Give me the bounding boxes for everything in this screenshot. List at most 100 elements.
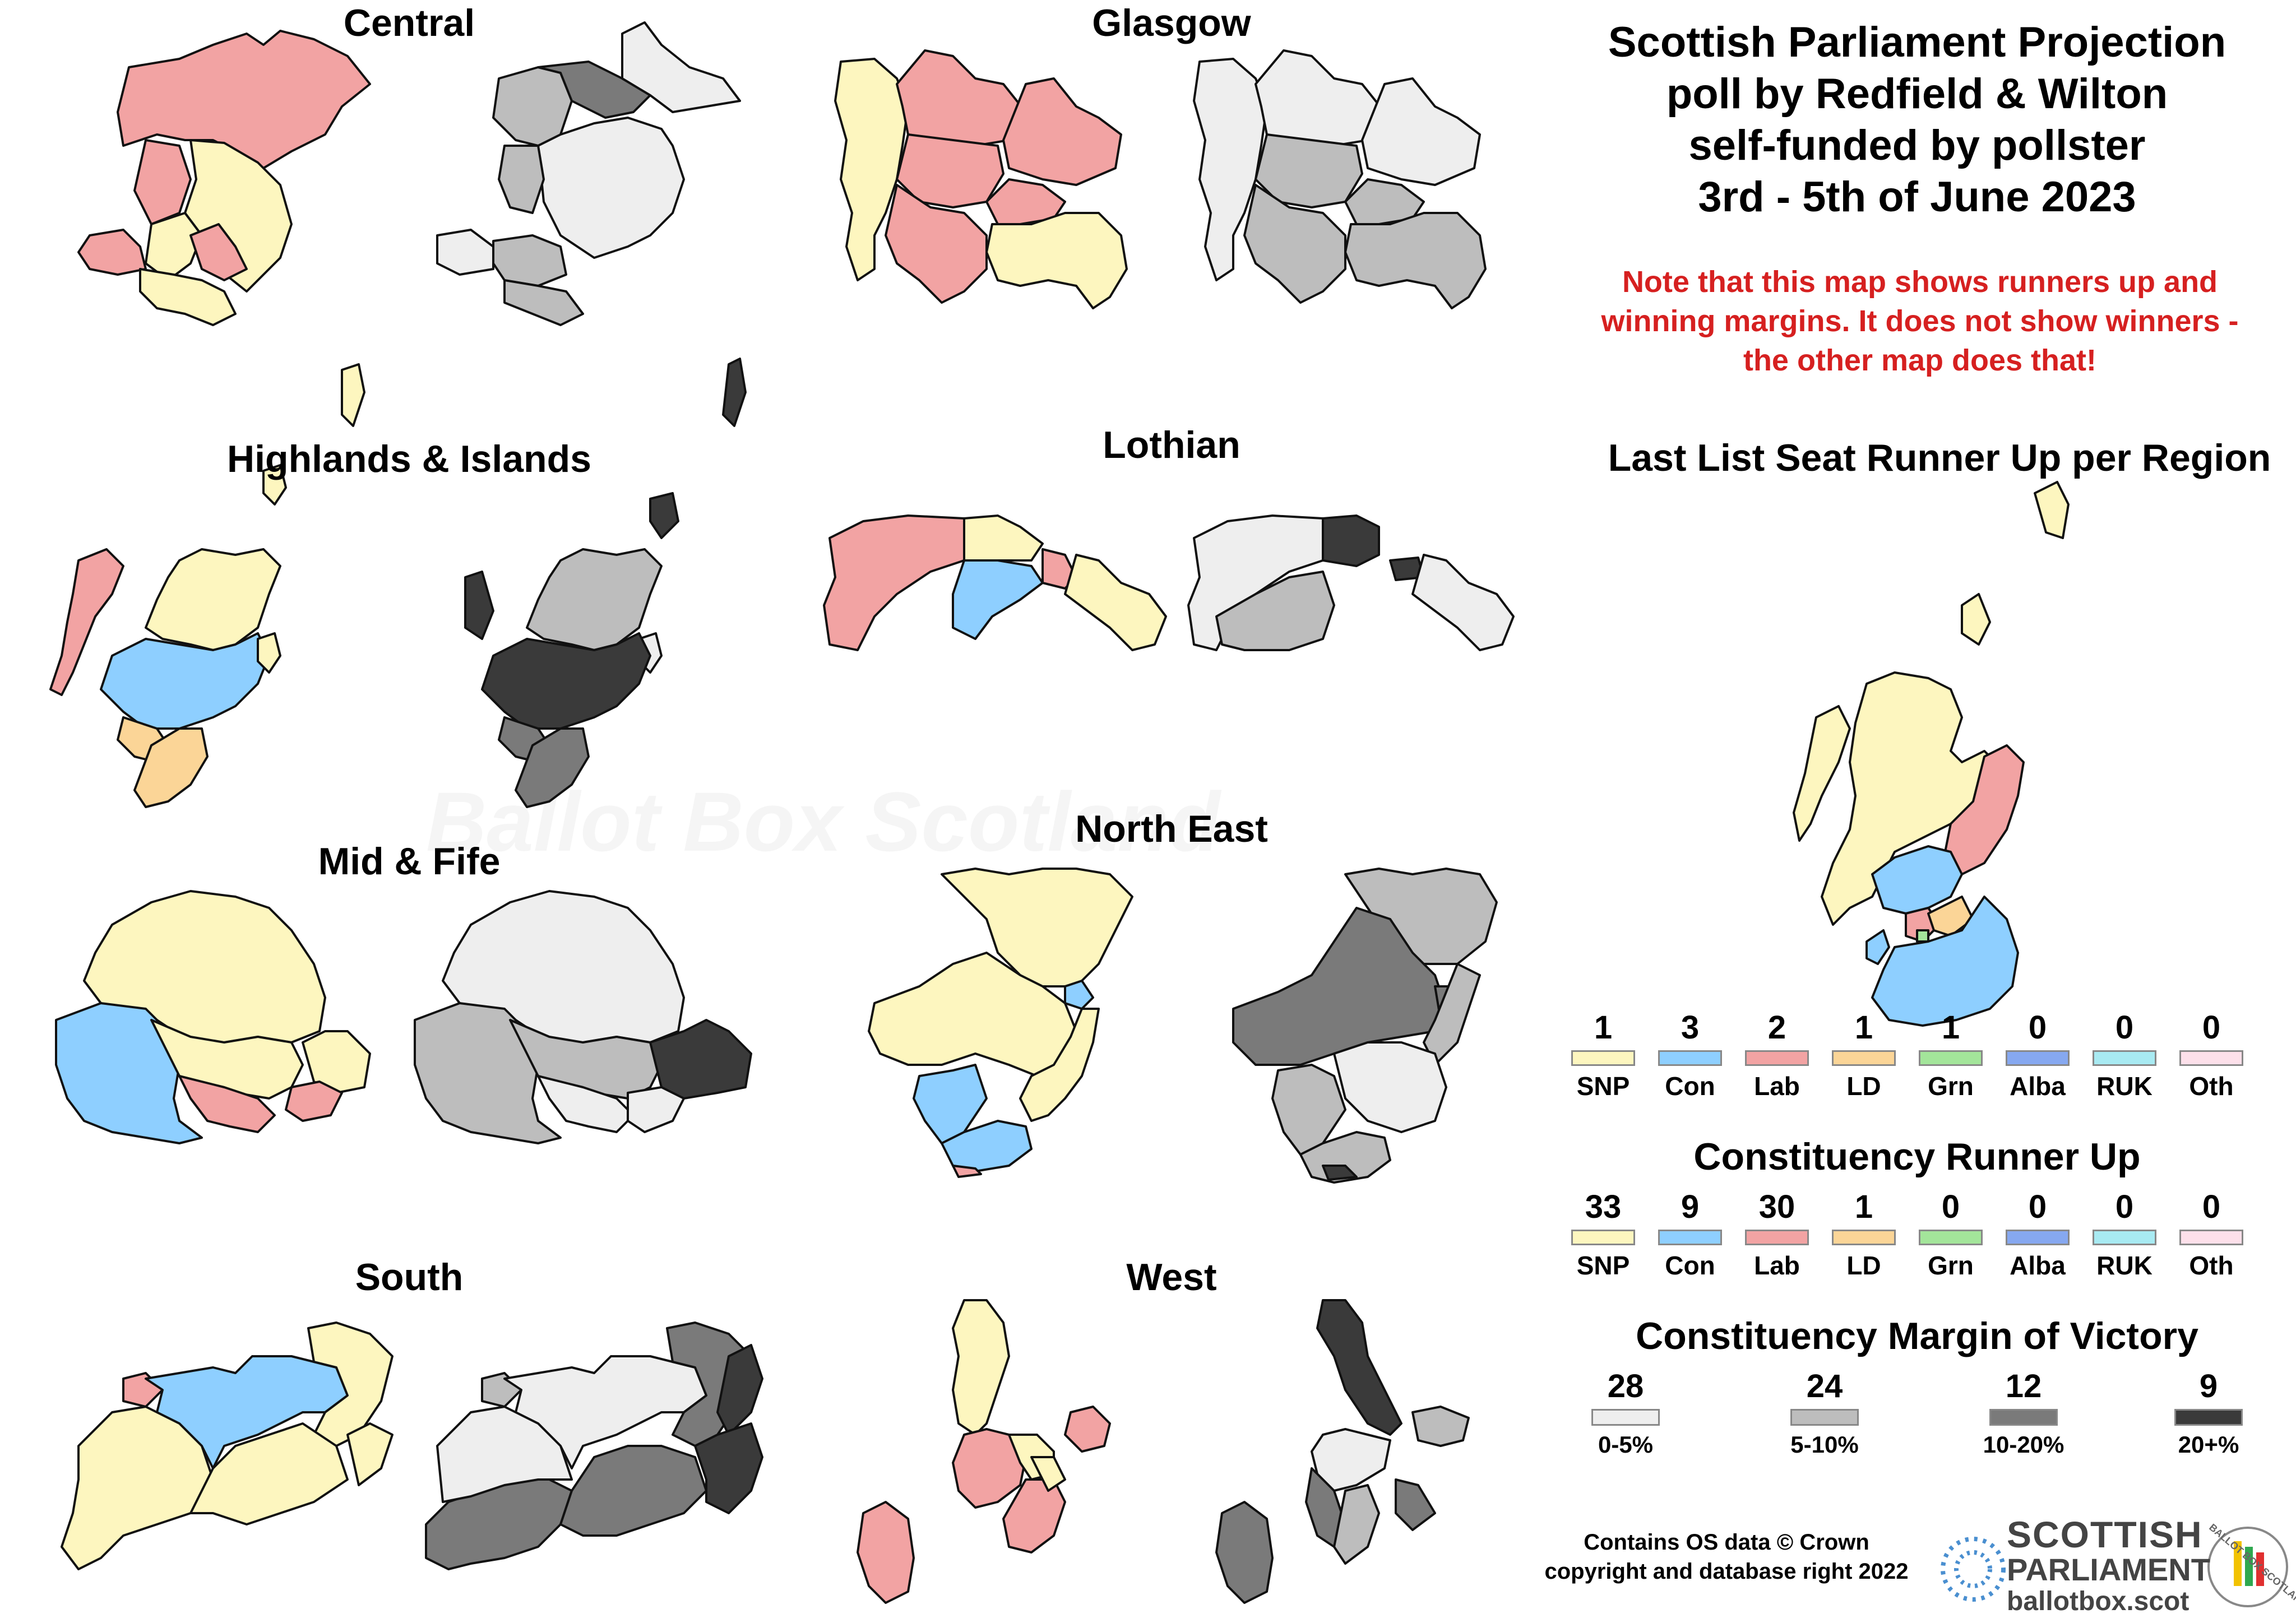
party-label: Lab (1754, 1251, 1800, 1280)
margin-legend-5-10: 24 5-10% (1769, 1367, 1881, 1459)
header-line-2: poll by Redfield & Wilton (1666, 70, 2168, 118)
party-label: Grn (1928, 1251, 1974, 1280)
count: 1 (1854, 1189, 1873, 1225)
swatch (2006, 1230, 2070, 1245)
party-label: Con (1665, 1072, 1715, 1101)
range-label: 5-10% (1790, 1431, 1859, 1458)
swatch (1658, 1050, 1722, 1066)
swatch (1745, 1050, 1809, 1066)
const-legend-con: 9 Con (1656, 1188, 1724, 1281)
central-party-map (77, 30, 371, 326)
swatch (1919, 1230, 1983, 1245)
glasgow-margin-map (1193, 49, 1487, 309)
region-title-highlands: Highlands & Islands (227, 438, 591, 480)
party-label: RUK (2096, 1251, 2152, 1280)
swatch (2093, 1050, 2156, 1066)
lothian-party-map (823, 514, 1167, 651)
party-label: SNP (1576, 1251, 1630, 1280)
swatch (2093, 1230, 2156, 1245)
note-line-2: winning margins. It does not show winner… (1601, 304, 2239, 338)
constituency-runner-up-title: Constituency Runner Up (1693, 1135, 2141, 1178)
list-legend-lab: 2 Lab (1743, 1009, 1811, 1102)
lothian-margin-map (1187, 514, 1515, 651)
count: 1 (1854, 1009, 1873, 1046)
credit-line-2: copyright and database right 2022 (1544, 1559, 1909, 1584)
range-label: 20+% (2178, 1431, 2239, 1458)
count: 0 (2028, 1189, 2047, 1225)
const-legend-oth: 0 Oth (2178, 1188, 2245, 1281)
swatch (2179, 1050, 2243, 1066)
list-legend-oth: 0 Oth (2178, 1009, 2245, 1102)
count: 0 (2115, 1009, 2134, 1046)
mid-fife-margin-map (414, 890, 752, 1144)
header-line-3: self-funded by pollster (1688, 122, 2146, 169)
range-label: 0-5% (1598, 1431, 1654, 1458)
west-party-map (857, 1299, 1111, 1604)
count: 3 (1681, 1009, 1700, 1046)
party-label: Oth (2189, 1072, 2234, 1101)
party-label: Alba (2010, 1251, 2066, 1280)
party-label: Grn (1928, 1072, 1974, 1101)
swatch (2174, 1409, 2243, 1426)
swatch (1832, 1050, 1896, 1066)
party-label: Con (1665, 1251, 1715, 1280)
list-legend-grn: 1 Grn (1917, 1009, 1984, 1102)
region-title-lothian: Lothian (1103, 424, 1240, 466)
region-title-mid-fife: Mid & Fife (318, 840, 501, 883)
list-legend-ruk: 0 RUK (2091, 1009, 2158, 1102)
swatch (1591, 1409, 1660, 1426)
count: 0 (2028, 1009, 2047, 1046)
count: 0 (2115, 1189, 2134, 1225)
count: 0 (2202, 1009, 2221, 1046)
count: 28 (1607, 1368, 1644, 1404)
logo-site: ballotbox.scot (2007, 1587, 2189, 1616)
region-title-glasgow: Glasgow (1092, 2, 1251, 44)
margin-legend-20-plus: 9 20+% (2152, 1367, 2265, 1459)
swatch (1790, 1409, 1859, 1426)
highlands-party-map (49, 363, 365, 808)
os-data-credit: Contains OS data © Crown copyright and d… (1513, 1528, 1939, 1586)
south-party-map (61, 1321, 394, 1570)
party-label: LD (1846, 1251, 1881, 1280)
list-legend-con: 3 Con (1656, 1009, 1724, 1102)
count: 0 (1941, 1189, 1960, 1225)
count: 9 (1681, 1189, 1700, 1225)
warning-note: Note that this map shows runners up and … (1564, 262, 2276, 380)
constituency-runner-up-legend: 33 SNP 9 Con 30 Lab 1 LD 0 Grn 0 Alba 0 RUK 0 Ot… (1570, 1188, 2265, 1300)
party-label: SNP (1576, 1072, 1630, 1101)
list-runner-up-legend: 1 SNP 3 Con 2 Lab 1 LD 1 Grn 0 Alba 0 RUK 0 Oth (1570, 1009, 2265, 1121)
highlands-margin-map (464, 358, 747, 808)
swatch (2006, 1050, 2070, 1066)
swatch (1919, 1050, 1983, 1066)
scotland-overview-map (1793, 481, 2070, 1027)
const-legend-grn: 0 Grn (1917, 1188, 1984, 1281)
swatch (1571, 1230, 1635, 1245)
party-label: RUK (2096, 1072, 2152, 1101)
range-label: 10-20% (1983, 1431, 2064, 1458)
count: 1 (1941, 1009, 1960, 1046)
list-legend-alba: 0 Alba (2004, 1009, 2071, 1102)
party-label: Alba (2010, 1072, 2066, 1101)
count: 1 (1594, 1009, 1613, 1046)
mid-fife-party-map (55, 890, 371, 1144)
swatch (1745, 1230, 1809, 1245)
parliament-logo-graphic (1941, 1537, 2006, 1602)
ballot-box-badge-graphic (2207, 1527, 2288, 1607)
region-title-south: South (355, 1256, 464, 1299)
north-east-margin-map (1232, 868, 1498, 1184)
central-margin-map (436, 21, 741, 326)
party-label: LD (1846, 1072, 1881, 1101)
count: 30 (1758, 1189, 1795, 1225)
swatch (2179, 1230, 2243, 1245)
region-title-west: West (1126, 1256, 1217, 1299)
swatch (1571, 1050, 1635, 1066)
party-label: Lab (1754, 1072, 1800, 1101)
const-legend-snp: 33 SNP (1570, 1188, 1637, 1281)
north-east-party-map (868, 868, 1133, 1178)
swatch (1989, 1409, 2058, 1426)
count: 2 (1767, 1009, 1786, 1046)
const-legend-alba: 0 Alba (2004, 1188, 2071, 1281)
margin-legend-10-20: 12 10-20% (1968, 1367, 2080, 1459)
glasgow-party-map (834, 49, 1128, 309)
